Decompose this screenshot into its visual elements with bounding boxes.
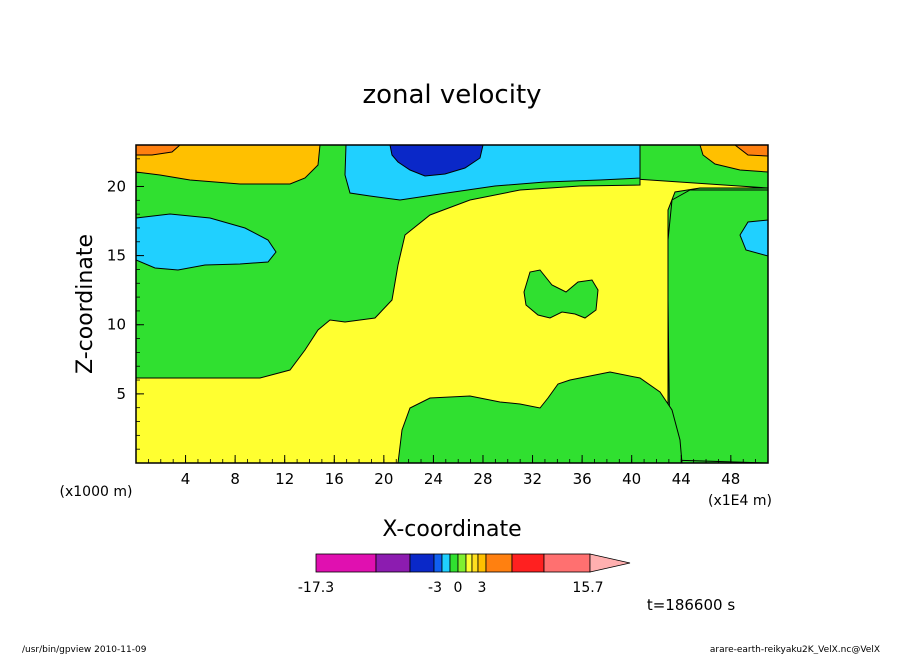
region-blue-top: [389, 145, 484, 177]
y-tick-label: 15: [107, 247, 126, 265]
footer-left: /usr/bin/gpview 2010-11-09: [22, 645, 147, 654]
colorbar-arrow: [589, 553, 631, 573]
chart-title: zonal velocity: [362, 80, 541, 110]
region-cyan-right: [739, 219, 768, 257]
y-tick-label: 5: [116, 385, 126, 403]
x-tick-label: 20: [374, 470, 393, 488]
y-axis-label: Z-coordinate: [73, 234, 98, 374]
footer-right: arare-earth-reikyaku2K_VelX.nc@VelX: [710, 645, 880, 654]
x-tick-label: 44: [672, 470, 691, 488]
y-tick-label: 10: [107, 316, 126, 334]
x-axis-ticks: 4 8 12 16 20 24 28 32 36 40 44 48: [147, 455, 757, 488]
region-darkorange-right: [734, 145, 768, 157]
colorbar-segment: [485, 553, 513, 573]
x-tick-label: 8: [230, 470, 240, 488]
colorbar-segment: [511, 553, 545, 573]
y-unit-label: (x1000 m): [60, 484, 133, 500]
x-tick-label: 24: [424, 470, 443, 488]
x-tick-label: 40: [622, 470, 641, 488]
colorbar-segment: [471, 553, 479, 573]
colorbar-segment: [433, 553, 443, 573]
region-darkorange-left: [136, 145, 181, 156]
x-tick-label: 48: [721, 470, 740, 488]
x-tick-label: 28: [473, 470, 492, 488]
x-tick-label: 16: [325, 470, 344, 488]
x-tick-label: 12: [275, 470, 294, 488]
colorbar-segment: [543, 553, 591, 573]
colorbar-segment: [465, 553, 473, 573]
plot-frame: [135, 144, 769, 464]
x-unit-label: (x1E4 m): [708, 493, 772, 509]
region-green-island: [523, 269, 599, 319]
region-green-upper: [136, 145, 641, 379]
colorbar-min-label: -17.3: [298, 580, 334, 596]
x-axis-label: X-coordinate: [382, 517, 521, 542]
region-cyan-left: [136, 213, 277, 271]
colorbar-mid-label-pos: 3: [478, 580, 487, 596]
x-tick-label: 4: [181, 470, 191, 488]
region-orange-left: [136, 145, 321, 185]
colorbar-segment: [449, 553, 459, 573]
x-tick-label: 36: [573, 470, 592, 488]
colorbar-mid-label-neg: -3: [428, 580, 442, 596]
colorbar-segment: [409, 553, 435, 573]
y-axis-ticks: 5 10 15 20: [107, 158, 144, 450]
time-label: t=186600 s: [647, 596, 735, 614]
colorbar-segment: [441, 553, 451, 573]
colorbar-segment: [315, 553, 377, 573]
region-green-bottom: [397, 371, 683, 463]
colorbar-segment: [375, 553, 411, 573]
colorbar-segment: [477, 553, 487, 573]
x-tick-label: 32: [523, 470, 542, 488]
contour-field: [136, 145, 768, 463]
colorbar-segment: [457, 553, 467, 573]
y-tick-label: 20: [107, 177, 126, 195]
colorbar-max-label: 15.7: [572, 580, 603, 596]
colorbar: [315, 553, 631, 573]
colorbar-mid-label-zero: 0: [454, 580, 463, 596]
